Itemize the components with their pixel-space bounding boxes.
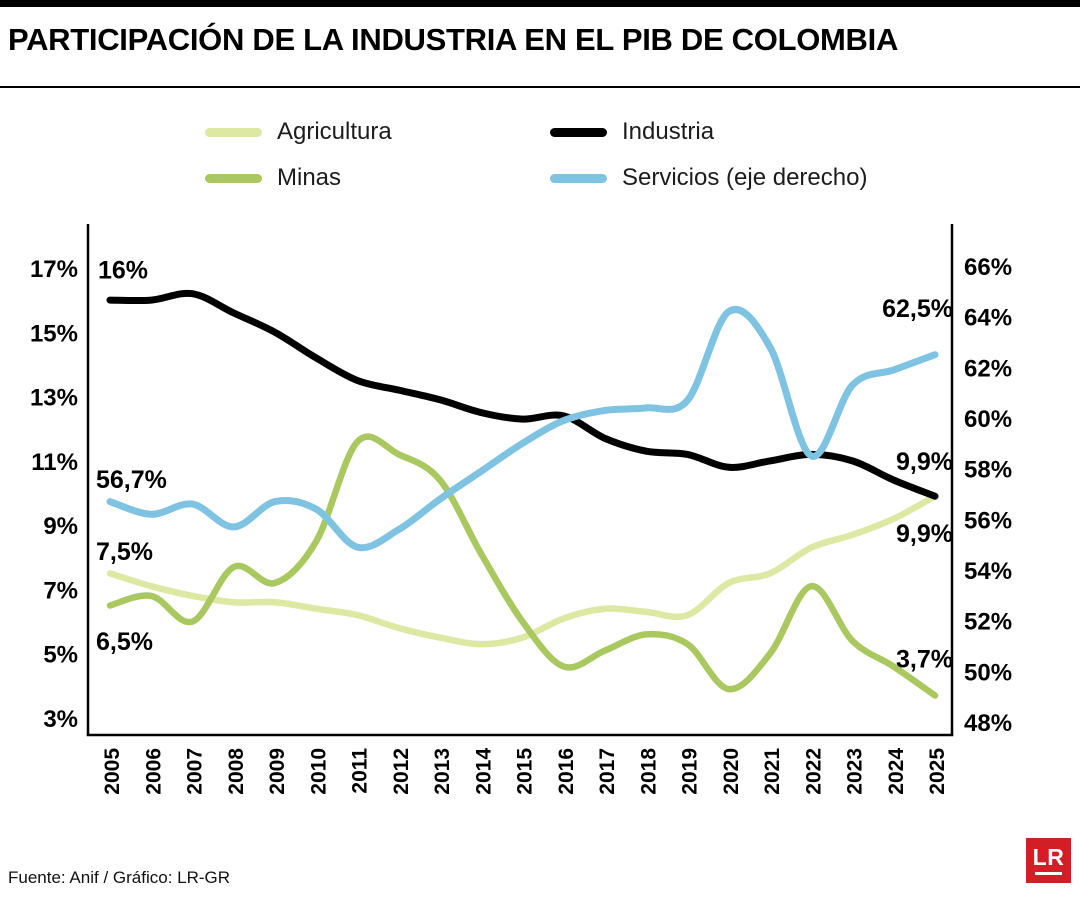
annotation-label: 3,7%	[896, 646, 953, 674]
left-axis-tick-label: 3%	[43, 706, 78, 733]
x-axis-year-label: 2014	[472, 748, 495, 795]
legend-label: Minas	[277, 164, 342, 191]
x-axis-year-label: 2020	[720, 748, 743, 795]
x-axis-year-label: 2023	[844, 748, 867, 795]
x-axis-year-label: 2005	[101, 748, 124, 795]
left-axis-tick-label: 17%	[30, 256, 78, 283]
x-axis-year-label: 2012	[390, 748, 413, 795]
x-axis-year-label: 2022	[802, 748, 825, 795]
legend-item-agricultura: Agricultura	[205, 118, 550, 146]
series-line-minas	[106, 433, 939, 699]
left-axis-tick-label: 9%	[43, 513, 78, 540]
lr-logo-underline	[1035, 872, 1062, 875]
legend-swatch-icon	[205, 127, 262, 137]
right-axis-tick-label: 58%	[964, 457, 1012, 484]
x-axis-year-label: 2017	[596, 748, 619, 795]
x-axis-year-label: 2024	[885, 748, 908, 795]
x-axis-year-label: 2010	[307, 748, 330, 795]
right-axis-tick-label: 54%	[964, 558, 1012, 585]
annotation-label: 62,5%	[882, 295, 953, 323]
x-axis-year-label: 2025	[926, 748, 949, 795]
legend-item-industria: Industria	[550, 118, 867, 146]
page-title: PARTICIPACIÓN DE LA INDUSTRIA EN EL PIB …	[8, 22, 899, 57]
title-divider	[0, 86, 1080, 88]
left-axis-tick-label: 11%	[31, 449, 78, 476]
right-axis-tick-label: 60%	[964, 406, 1012, 433]
legend-item-servicios-eje-derecho: Servicios (eje derecho)	[550, 164, 867, 192]
annotation-label: 9,9%	[896, 520, 953, 548]
legend-swatch-icon	[205, 173, 262, 183]
x-axis-year-label: 2018	[637, 748, 660, 795]
left-axis-tick-label: 7%	[43, 577, 78, 604]
x-axis-year-label: 2009	[266, 748, 289, 795]
right-axis-tick-label: 56%	[964, 507, 1012, 534]
right-axis-tick-label: 50%	[964, 659, 1012, 686]
right-axis-tick-label: 64%	[964, 305, 1012, 332]
left-axis-tick-label: 13%	[30, 385, 78, 412]
series-line-agricultura	[106, 492, 939, 648]
right-axis-tick-label: 66%	[964, 254, 1012, 281]
top-bar	[0, 0, 1080, 7]
right-axis-tick-label: 62%	[964, 355, 1012, 382]
annotation-label: 9,9%	[896, 448, 953, 476]
left-axis-tick-label: 15%	[30, 320, 78, 347]
right-axis-tick-label: 52%	[964, 609, 1012, 636]
annotation-label: 16%	[98, 257, 148, 285]
x-axis-year-label: 2008	[225, 748, 248, 795]
legend-swatch-icon	[550, 127, 607, 137]
right-axis-tick-label: 48%	[964, 710, 1012, 737]
x-axis-year-label: 2011	[349, 748, 372, 794]
series-line-industria	[106, 289, 939, 500]
x-axis-year-label: 2007	[184, 748, 207, 795]
lr-logo-text: LR	[1032, 844, 1065, 870]
series-line-servicios-eje-derecho	[106, 306, 939, 552]
legend-label: Servicios (eje derecho)	[622, 164, 868, 191]
annotation-label: 56,7%	[96, 466, 167, 494]
legend-swatch-icon	[550, 173, 607, 183]
legend-label: Agricultura	[277, 118, 392, 145]
source-note: Fuente: Anif / Gráfico: LR-GR	[8, 868, 231, 887]
legend: Agricultura Industria Minas Servicios (eje …	[205, 118, 867, 192]
x-axis-year-label: 2006	[142, 748, 165, 795]
legend-label: Industria	[622, 118, 715, 145]
annotation-label: 6,5%	[96, 628, 153, 656]
left-axis-tick-label: 5%	[43, 642, 78, 669]
lr-logo: LR	[1026, 838, 1071, 883]
x-axis-year-label: 2019	[679, 748, 702, 795]
x-axis-year-label: 2016	[555, 748, 578, 795]
legend-item-minas: Minas	[205, 164, 550, 192]
annotation-label: 7,5%	[96, 538, 153, 566]
x-axis-year-label: 2015	[514, 748, 537, 795]
x-axis-year-label: 2021	[761, 748, 784, 795]
x-axis-year-label: 2013	[431, 748, 454, 795]
